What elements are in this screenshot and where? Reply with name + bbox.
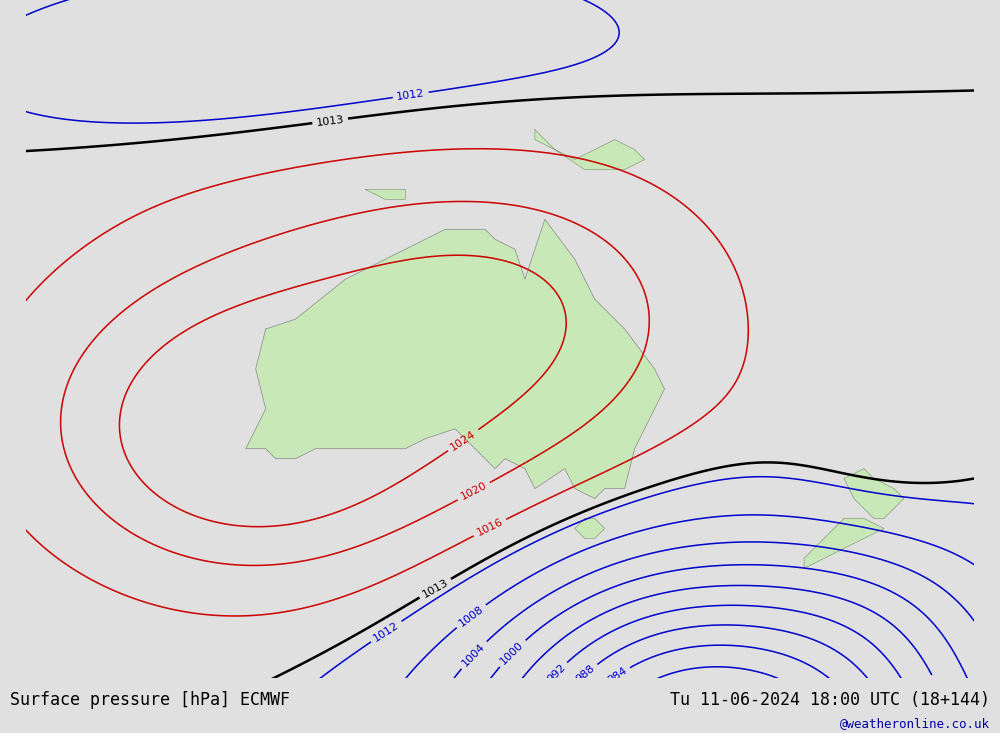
Text: Tu 11-06-2024 18:00 UTC (18+144): Tu 11-06-2024 18:00 UTC (18+144): [670, 691, 990, 709]
Text: 1012: 1012: [396, 88, 425, 102]
Polygon shape: [365, 189, 405, 199]
Polygon shape: [575, 518, 605, 539]
Polygon shape: [804, 518, 884, 568]
Text: 980: 980: [798, 686, 821, 707]
Text: 984: 984: [606, 666, 629, 686]
Text: 1024: 1024: [449, 428, 478, 452]
Polygon shape: [246, 219, 665, 498]
Text: 1013: 1013: [316, 114, 345, 128]
Text: 996: 996: [930, 677, 948, 701]
Text: 1000: 1000: [499, 640, 526, 666]
Text: 988: 988: [574, 663, 597, 685]
Polygon shape: [844, 468, 904, 518]
Text: @weatheronline.co.uk: @weatheronline.co.uk: [840, 718, 990, 730]
Text: 1004: 1004: [460, 641, 487, 668]
Text: 1020: 1020: [459, 480, 489, 502]
Text: 1008: 1008: [457, 604, 485, 628]
Text: 1012: 1012: [372, 620, 401, 644]
Text: 992: 992: [545, 662, 567, 685]
Text: 1013: 1013: [421, 577, 450, 600]
Text: 1016: 1016: [475, 517, 505, 538]
Polygon shape: [535, 130, 645, 169]
Text: Surface pressure [hPa] ECMWF: Surface pressure [hPa] ECMWF: [10, 691, 290, 709]
